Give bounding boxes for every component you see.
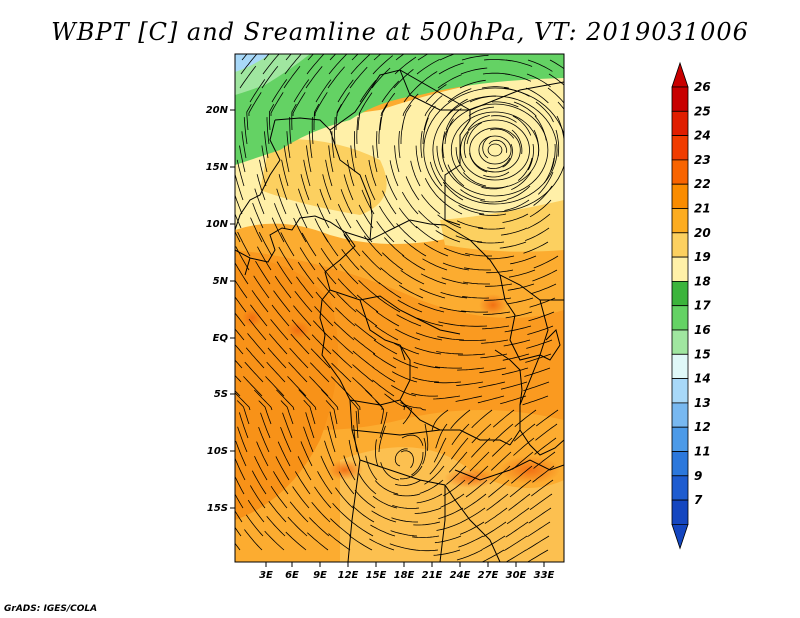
latitude-labels: 20N 15N 10N 5N EQ 5S 10S 15S — [206, 105, 235, 514]
map-frame — [234, 53, 565, 563]
country-borders — [235, 69, 564, 562]
colorbar-label: 17 — [694, 299, 711, 313]
lat-label: 20N — [206, 105, 229, 116]
colorbar-swatch — [671, 402, 689, 428]
colorbar-label: 9 — [694, 469, 702, 483]
colorbar-swatch — [671, 208, 689, 234]
colorbar-label: 12 — [694, 420, 711, 434]
colorbar-label: 22 — [694, 177, 711, 191]
vortex-ring — [478, 135, 512, 165]
vortex-ring — [450, 111, 540, 189]
lon-label: 24E — [450, 570, 471, 581]
streamlines — [235, 54, 564, 562]
vortex-ring — [432, 95, 558, 205]
lon-label: 3E — [259, 570, 273, 581]
chart-title: WBPT [C] and Sreamline at 500hPa, VT: 20… — [51, 18, 749, 46]
colorbar-swatch — [671, 329, 689, 355]
colorbar-swatch — [671, 378, 689, 404]
colorbar-label: 16 — [694, 323, 711, 337]
colorbar-swatch — [671, 280, 689, 307]
colorbar-bottom-arrow — [671, 524, 689, 550]
lon-label: 9E — [313, 570, 327, 581]
lat-label: 15S — [207, 503, 228, 514]
credit-label: GrADS: IGES/COLA — [4, 604, 98, 614]
lon-label: 6E — [285, 570, 299, 581]
colorbar-swatch — [671, 135, 689, 161]
colorbar-label: 18 — [694, 274, 711, 288]
map-fill — [235, 54, 564, 562]
lat-label: 10S — [207, 446, 228, 457]
colorbar: 26 25 24 23 22 21 20 19 18 17 16 15 14 13 12 11 9 7 — [671, 61, 711, 550]
colorbar-label: 7 — [694, 493, 703, 507]
lon-label: 21E — [422, 570, 443, 581]
lon-label: 33E — [534, 570, 555, 581]
colorbar-label: 11 — [694, 445, 711, 459]
lon-label: 12E — [338, 570, 359, 581]
colorbar-top-arrow — [671, 61, 689, 88]
lon-label: 27E — [478, 570, 499, 581]
colorbar-label: 15 — [694, 347, 711, 361]
vortex-ring — [441, 103, 549, 197]
colorbar-swatch — [671, 110, 689, 137]
lon-label: 30E — [506, 570, 527, 581]
colorbar-label: 26 — [694, 80, 711, 94]
streamline-paths — [235, 54, 564, 562]
colorbar-swatch — [671, 232, 689, 258]
lat-label: 5N — [213, 276, 229, 287]
longitude-labels: 3E 6E 9E 12E 15E 18E 21E 24E 27E 30E 33E — [259, 562, 555, 581]
lon-label: 18E — [394, 570, 415, 581]
colorbar-label: 24 — [694, 129, 711, 143]
colorbar-swatch — [671, 499, 689, 525]
colorbar-label: 20 — [694, 226, 711, 240]
colorbar-label: 14 — [694, 372, 711, 386]
colorbar-label: 13 — [694, 396, 711, 410]
colorbar-swatch — [671, 256, 689, 282]
colorbar-label: 23 — [694, 153, 711, 167]
colorbar-swatch — [671, 426, 689, 452]
colorbar-label: 25 — [694, 104, 711, 118]
colorbar-swatch — [671, 475, 689, 501]
vortex-ring — [423, 87, 564, 213]
colorbar-swatch — [671, 353, 689, 379]
lat-label: 10N — [206, 219, 229, 230]
lat-label: EQ — [213, 333, 229, 344]
colorbar-label: 19 — [694, 250, 711, 264]
vortex-ring — [469, 127, 521, 173]
colorbar-swatch — [671, 86, 689, 112]
vortex-ring — [487, 143, 503, 157]
colorbar-swatch — [671, 451, 689, 477]
lat-label: 5S — [214, 389, 228, 400]
colorbar-swatch — [671, 159, 689, 185]
colorbar-swatch — [671, 305, 689, 331]
colorbar-swatch — [671, 183, 689, 209]
colorbar-label: 21 — [694, 202, 711, 216]
lon-label: 15E — [366, 570, 387, 581]
lat-label: 15N — [206, 162, 229, 173]
